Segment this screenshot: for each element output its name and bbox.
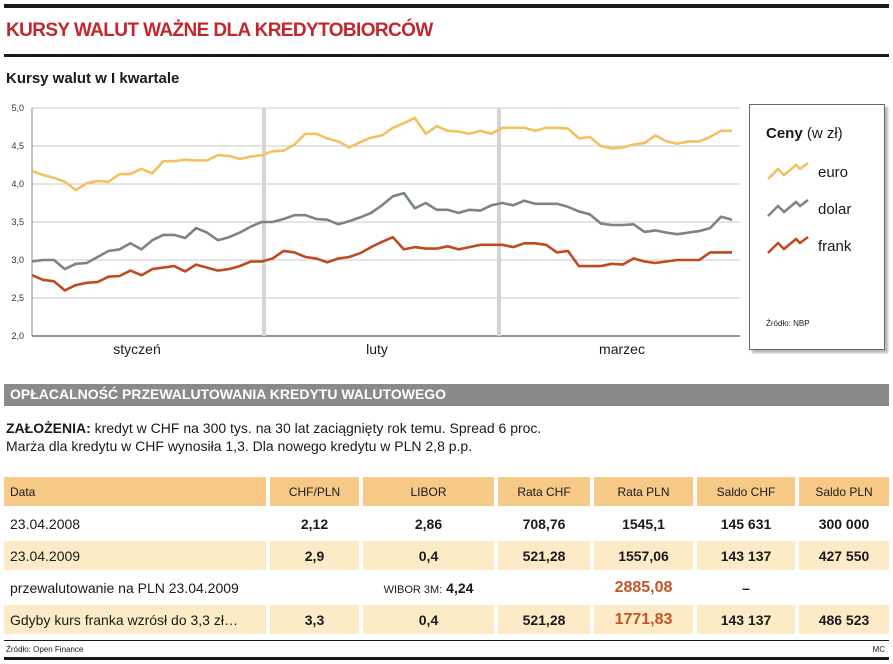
- chart-source: Źródło: NBP: [766, 319, 810, 328]
- cell-rata-pln: 1545,1: [590, 509, 693, 538]
- cell-rata-chf: 521,28: [494, 541, 590, 570]
- wibor-label: WIBOR 3M:: [383, 583, 443, 596]
- legend-item-dolar: dolar: [766, 198, 878, 222]
- x-axis-labels: styczeń luty marzec: [113, 341, 645, 357]
- header-saldo-chf: Saldo CHF: [693, 477, 795, 506]
- cell-rata-chf: 708,76: [494, 509, 590, 538]
- cell-rata-chf: 521,28: [494, 605, 590, 634]
- author-initials: MC: [872, 645, 885, 654]
- assumptions-label: ZAŁOŻENIA:: [6, 420, 91, 436]
- legend-frank-swatch: [767, 236, 809, 254]
- cell-saldo-pln: 486 523: [795, 605, 889, 634]
- chart-subtitle: Kursy walut w I kwartale: [6, 70, 180, 87]
- cell-date: 23.04.2008: [10, 515, 81, 532]
- series-line-frank: [31, 235, 732, 292]
- page-title: KURSY WALUT WAŻNE DLA KREDYTOBIORCÓW: [6, 20, 433, 41]
- table-row: przewalutowanie na PLN 23.04.2009 WIBOR …: [4, 573, 889, 602]
- cell-rata-chf: [494, 573, 590, 602]
- legend-title: Ceny (w zł): [766, 125, 843, 142]
- cell-chf-pln: 3,3: [266, 605, 359, 634]
- header-chf-pln: CHF/PLN: [266, 477, 359, 506]
- assumptions-line-2: Marża dla kredytu w CHF wynosiła 1,3. Dl…: [6, 438, 473, 454]
- cell-rata-pln: 1557,06: [590, 541, 693, 570]
- header-libor: LIBOR: [359, 477, 494, 506]
- gridlines: [31, 107, 740, 337]
- exchange-rate-chart: 2,0 2,5 3,0 3,5 4,0 4,5 5,0 styczeń luty marzec: [11, 103, 740, 357]
- cell-saldo-chf: 145 631: [693, 509, 795, 538]
- y-tick-label: 4,5: [11, 141, 24, 151]
- legend-item-frank: frank: [766, 235, 878, 259]
- cell-libor: 0,4: [359, 605, 494, 634]
- legend-label-dolar: dolar: [818, 201, 852, 218]
- section-header: OPŁACALNOŚĆ PRZEWALUTOWANIA KREDYTU WALU…: [4, 384, 889, 406]
- assumptions: ZAŁOŻENIA: kredyt w CHF na 300 tys. na 3…: [6, 419, 541, 455]
- cell-chf-pln: [266, 573, 359, 602]
- y-tick-label: 2,5: [11, 293, 24, 303]
- series-lines: [31, 116, 733, 292]
- table-row: 23.04.2008 2,12 2,86 708,76 1545,1 145 6…: [4, 509, 889, 538]
- y-tick-label: 5,0: [11, 103, 24, 113]
- table-header-row: Data CHF/PLN LIBOR Rata CHF Rata PLN Sal…: [4, 477, 889, 506]
- y-tick-label: 4,0: [11, 179, 24, 189]
- y-tick-label: 2,0: [11, 331, 24, 341]
- header-rata-chf: Rata CHF: [494, 477, 590, 506]
- legend-unit: (w zł): [806, 125, 843, 142]
- y-tick-label: 3,0: [11, 255, 24, 265]
- header-data: Data: [4, 477, 266, 506]
- x-tick-label: styczeń: [113, 341, 160, 357]
- x-tick-label: marzec: [599, 341, 645, 357]
- cell-saldo-chf: –: [693, 573, 795, 602]
- table-row: Gdyby kurs franka wzrósł do 3,3 zł… 3,3 …: [4, 605, 889, 634]
- cell-saldo-chf: 143 137: [693, 541, 795, 570]
- assumptions-text-1: kredyt w CHF na 300 tys. na 30 lat zacią…: [90, 420, 542, 436]
- chart-legend: Ceny (w zł) euro dolar frank Źródło: NBP: [749, 104, 885, 350]
- bottom-bar: [4, 657, 889, 660]
- cell-libor: 0,4: [359, 541, 494, 570]
- legend-item-euro: euro: [766, 161, 878, 185]
- table-row: 23.04.2009 2,9 0,4 521,28 1557,06 143 13…: [4, 541, 889, 570]
- series-line-dolar: [31, 191, 733, 271]
- top-rule: [4, 4, 889, 8]
- euro-zigzag-icon: [767, 162, 809, 180]
- cell-saldo-pln: [795, 573, 889, 602]
- cell-date: 23.04.2009: [4, 541, 266, 570]
- dolar-zigzag-icon: [767, 199, 809, 217]
- legend-label-frank: frank: [818, 238, 852, 255]
- cell-date: Gdyby kurs franka wzrósł do 3,3 zł…: [4, 605, 266, 634]
- cell-saldo-chf: 143 137: [693, 605, 795, 634]
- title-rule: [4, 54, 889, 57]
- assumptions-line-1: ZAŁOŻENIA: kredyt w CHF na 300 tys. na 3…: [6, 419, 541, 437]
- legend-dolar-swatch: [767, 199, 809, 217]
- header-rata-pln: Rata PLN: [590, 477, 693, 506]
- cell-chf-pln: 2,9: [266, 541, 359, 570]
- legend-label-euro: euro: [818, 164, 849, 181]
- legend-euro-swatch: [767, 162, 809, 180]
- series-line-euro: [31, 116, 732, 192]
- frank-zigzag-icon: [767, 236, 809, 254]
- table-source: Źródło: Open Finance: [6, 645, 84, 654]
- bottom-rule: [4, 640, 889, 641]
- cell-saldo-pln: 300 000: [795, 509, 889, 538]
- x-tick-label: luty: [366, 341, 388, 357]
- conversion-table: Data CHF/PLN LIBOR Rata CHF Rata PLN Sal…: [4, 474, 889, 637]
- cell-rata-pln: 2885,08: [590, 573, 693, 602]
- header-saldo-pln: Saldo PLN: [795, 477, 889, 506]
- cell-saldo-pln: 427 550: [795, 541, 889, 570]
- section-title: OPŁACALNOŚĆ PRZEWALUTOWANIA KREDYTU WALU…: [10, 386, 447, 402]
- cell-libor: 2,86: [359, 509, 494, 538]
- cell-wibor: WIBOR 3M: 4,24: [359, 573, 494, 602]
- cell-date: przewalutowanie na PLN 23.04.2009: [10, 579, 239, 596]
- y-tick-label: 3,5: [11, 217, 24, 227]
- wibor-value: 4,24: [446, 579, 474, 596]
- y-axis-labels: 2,0 2,5 3,0 3,5 4,0 4,5 5,0: [11, 103, 24, 341]
- cell-chf-pln: 2,12: [266, 509, 359, 538]
- cell-rata-pln: 1771,83: [590, 605, 693, 634]
- legend-title-text: Ceny: [766, 125, 803, 142]
